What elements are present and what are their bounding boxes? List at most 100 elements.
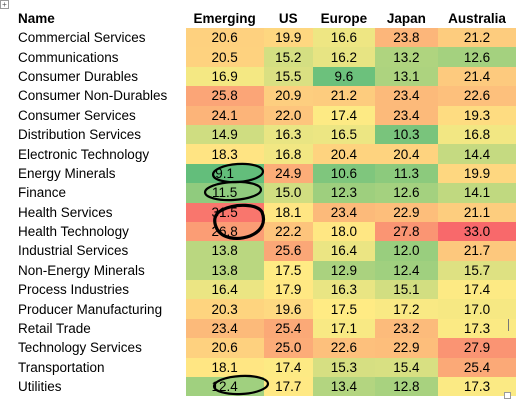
- cell-us[interactable]: 25.4: [263, 318, 313, 339]
- row-label[interactable]: Communications: [8, 47, 186, 67]
- cell-emerging[interactable]: 18.1: [185, 357, 264, 378]
- cell-australia[interactable]: 12.6: [438, 47, 516, 67]
- cell-europe[interactable]: 22.6: [312, 338, 375, 358]
- cell-europe[interactable]: 21.2: [312, 86, 375, 106]
- cell-australia[interactable]: 19.9: [438, 163, 516, 184]
- cell-us[interactable]: 22.2: [263, 221, 313, 242]
- cell-australia[interactable]: 14.4: [438, 144, 516, 164]
- cell-europe[interactable]: 15.3: [312, 357, 375, 378]
- row-label[interactable]: Electronic Technology: [8, 144, 186, 164]
- cell-japan[interactable]: 23.4: [374, 105, 439, 125]
- cell-australia[interactable]: 22.6: [438, 86, 516, 106]
- cell-australia[interactable]: 19.3: [438, 105, 516, 125]
- cell-australia[interactable]: 14.1: [438, 183, 516, 203]
- cell-us[interactable]: 24.9: [263, 163, 313, 184]
- row-label[interactable]: Commercial Services: [8, 28, 186, 48]
- cell-emerging[interactable]: 20.6: [185, 28, 264, 48]
- cell-emerging[interactable]: 25.8: [185, 86, 264, 106]
- row-label[interactable]: Utilities: [8, 377, 186, 397]
- row-label[interactable]: Industrial Services: [8, 241, 186, 261]
- cell-us[interactable]: 20.9: [263, 86, 313, 106]
- row-label[interactable]: Energy Minerals: [8, 163, 186, 184]
- cell-australia[interactable]: 17.4: [438, 280, 516, 300]
- cell-emerging[interactable]: 12.4: [185, 377, 264, 397]
- cell-us[interactable]: 25.6: [263, 241, 313, 261]
- cell-japan[interactable]: 20.4: [374, 144, 439, 164]
- cell-us[interactable]: 17.5: [263, 260, 313, 281]
- cell-japan[interactable]: 15.4: [374, 357, 439, 378]
- row-label[interactable]: Health Technology: [8, 221, 186, 242]
- row-label[interactable]: Transportation: [8, 357, 186, 378]
- cell-europe[interactable]: 16.4: [312, 241, 375, 261]
- cell-japan[interactable]: 15.1: [374, 280, 439, 300]
- cell-europe[interactable]: 20.4: [312, 144, 375, 164]
- cell-australia[interactable]: 21.7: [438, 241, 516, 261]
- cell-emerging[interactable]: 23.4: [185, 318, 264, 339]
- cell-us[interactable]: 19.9: [263, 28, 313, 48]
- cell-europe[interactable]: 12.9: [312, 260, 375, 281]
- cell-australia[interactable]: 33.0: [438, 221, 516, 242]
- cell-us[interactable]: 15.5: [263, 66, 313, 87]
- cell-australia[interactable]: 16.8: [438, 124, 516, 145]
- cell-japan[interactable]: 13.2: [374, 47, 439, 67]
- row-label[interactable]: Consumer Services: [8, 105, 186, 125]
- cell-australia[interactable]: 17.3: [438, 318, 516, 339]
- cell-emerging[interactable]: 11.5: [185, 183, 264, 203]
- cell-us[interactable]: 17.7: [263, 377, 313, 397]
- cell-japan[interactable]: 12.6: [374, 183, 439, 203]
- header-emerging[interactable]: Emerging: [193, 11, 256, 26]
- header-us[interactable]: US: [278, 11, 298, 26]
- cell-us[interactable]: 15.2: [263, 47, 313, 67]
- cell-europe[interactable]: 10.6: [312, 163, 375, 184]
- cell-europe[interactable]: 13.4: [312, 377, 375, 397]
- row-label[interactable]: Finance: [8, 183, 186, 203]
- cell-japan[interactable]: 17.2: [374, 299, 439, 319]
- cell-europe[interactable]: 17.4: [312, 105, 375, 125]
- cell-emerging[interactable]: 9.1: [185, 163, 264, 184]
- cell-us[interactable]: 19.6: [263, 299, 313, 319]
- cell-us[interactable]: 17.4: [263, 357, 313, 378]
- row-label[interactable]: Non-Energy Minerals: [8, 260, 186, 281]
- cell-us[interactable]: 15.0: [263, 183, 313, 203]
- cell-europe[interactable]: 16.2: [312, 47, 375, 67]
- cell-us[interactable]: 25.0: [263, 338, 313, 358]
- cell-emerging[interactable]: 14.9: [185, 124, 264, 145]
- cell-us[interactable]: 18.1: [263, 202, 313, 222]
- row-label[interactable]: Technology Services: [8, 338, 186, 358]
- row-label[interactable]: Consumer Durables: [8, 66, 186, 87]
- cell-emerging[interactable]: 16.4: [185, 280, 264, 300]
- cell-japan[interactable]: 23.2: [374, 318, 439, 339]
- cell-emerging[interactable]: 20.6: [185, 338, 264, 358]
- cell-japan[interactable]: 12.0: [374, 241, 439, 261]
- cell-us[interactable]: 17.9: [263, 280, 313, 300]
- cell-europe[interactable]: 12.3: [312, 183, 375, 203]
- cell-japan[interactable]: 23.4: [374, 86, 439, 106]
- row-label[interactable]: Distribution Services: [8, 124, 186, 145]
- cell-europe[interactable]: 9.6: [312, 66, 375, 87]
- cell-us[interactable]: 16.3: [263, 124, 313, 145]
- table-move-handle[interactable]: +: [0, 0, 9, 9]
- cell-japan[interactable]: 12.8: [374, 377, 439, 397]
- cell-australia[interactable]: 27.9: [438, 338, 516, 358]
- cell-emerging[interactable]: 20.3: [185, 299, 264, 319]
- cell-australia[interactable]: 25.4: [438, 357, 516, 378]
- cell-emerging[interactable]: 31.5: [185, 202, 264, 222]
- cell-japan[interactable]: 27.8: [374, 221, 439, 242]
- row-label[interactable]: Retail Trade: [8, 318, 186, 339]
- cell-europe[interactable]: 16.3: [312, 280, 375, 300]
- cell-japan[interactable]: 12.4: [374, 260, 439, 281]
- cell-emerging[interactable]: 18.3: [185, 144, 264, 164]
- cell-europe[interactable]: 16.6: [312, 28, 375, 48]
- cell-emerging[interactable]: 13.8: [185, 260, 264, 281]
- cell-japan[interactable]: 22.9: [374, 338, 439, 358]
- cell-australia[interactable]: 17.0: [438, 299, 516, 319]
- header-europe[interactable]: Europe: [320, 11, 368, 26]
- cell-emerging[interactable]: 13.8: [185, 241, 264, 261]
- cell-australia[interactable]: 21.1: [438, 202, 516, 222]
- cell-emerging[interactable]: 24.1: [185, 105, 264, 125]
- row-label[interactable]: Producer Manufacturing: [8, 299, 186, 319]
- cell-europe[interactable]: 18.0: [312, 221, 375, 242]
- header-name[interactable]: Name: [18, 11, 55, 26]
- row-label[interactable]: Consumer Non-Durables: [8, 86, 186, 106]
- cell-australia[interactable]: 17.3: [438, 377, 516, 397]
